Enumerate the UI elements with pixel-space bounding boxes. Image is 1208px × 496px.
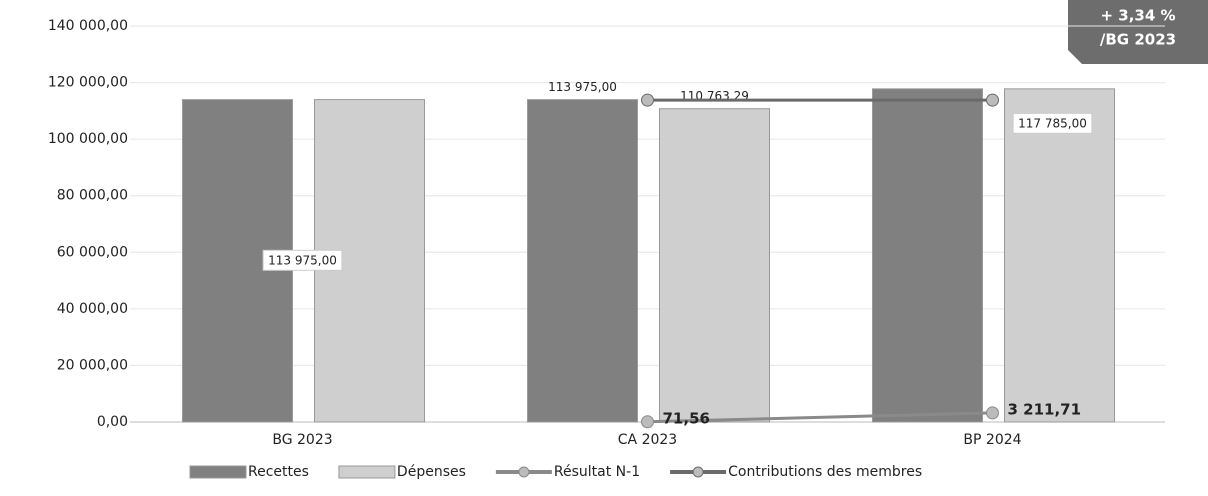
- marker: [986, 406, 999, 420]
- y-tick-label: 100 000,00: [48, 131, 128, 147]
- bar: [1004, 88, 1115, 423]
- bar: [527, 99, 638, 423]
- legend-label: Recettes: [248, 464, 309, 480]
- legend-swatch: [189, 465, 247, 479]
- line: [647, 411, 993, 424]
- marker: [641, 415, 654, 429]
- y-tick-label: 80 000,00: [57, 188, 128, 204]
- legend-swatch: [692, 466, 704, 478]
- data-label: 113 975,00: [268, 253, 337, 267]
- y-tick-label: 40 000,00: [57, 301, 128, 317]
- legend-swatch: [338, 465, 396, 479]
- legend-swatch: [518, 466, 530, 478]
- y-tick-label: 120 000,00: [48, 75, 128, 91]
- bar: [659, 108, 770, 423]
- x-tick-label: BG 2023: [272, 432, 332, 448]
- marker: [986, 93, 999, 107]
- annotation-box: [1068, 0, 1208, 64]
- annotation: /BG 2023: [1100, 31, 1176, 49]
- legend-label: Contributions des membres: [728, 464, 922, 480]
- data-label-box: [262, 249, 343, 271]
- marker: [641, 93, 654, 107]
- y-tick-label: 60 000,00: [57, 244, 128, 260]
- data-label: 117 785,00: [1018, 116, 1087, 130]
- bar: [872, 88, 983, 423]
- annotation: + 3,34 %: [1100, 7, 1175, 25]
- legend-label: Dépenses: [397, 464, 466, 480]
- data-label: 3 211,71: [1008, 400, 1082, 418]
- x-tick-label: CA 2023: [618, 432, 677, 448]
- legend-label: Résultat N-1: [554, 464, 640, 480]
- data-label: 71,56: [663, 409, 710, 427]
- data-label-box: [1012, 112, 1093, 134]
- data-label: 113 975,00: [548, 80, 617, 94]
- x-tick-label: BP 2024: [963, 432, 1021, 448]
- y-tick-label: 0,00: [97, 414, 128, 430]
- y-tick-label: 20 000,00: [57, 357, 128, 373]
- y-tick-label: 140 000,00: [48, 18, 128, 34]
